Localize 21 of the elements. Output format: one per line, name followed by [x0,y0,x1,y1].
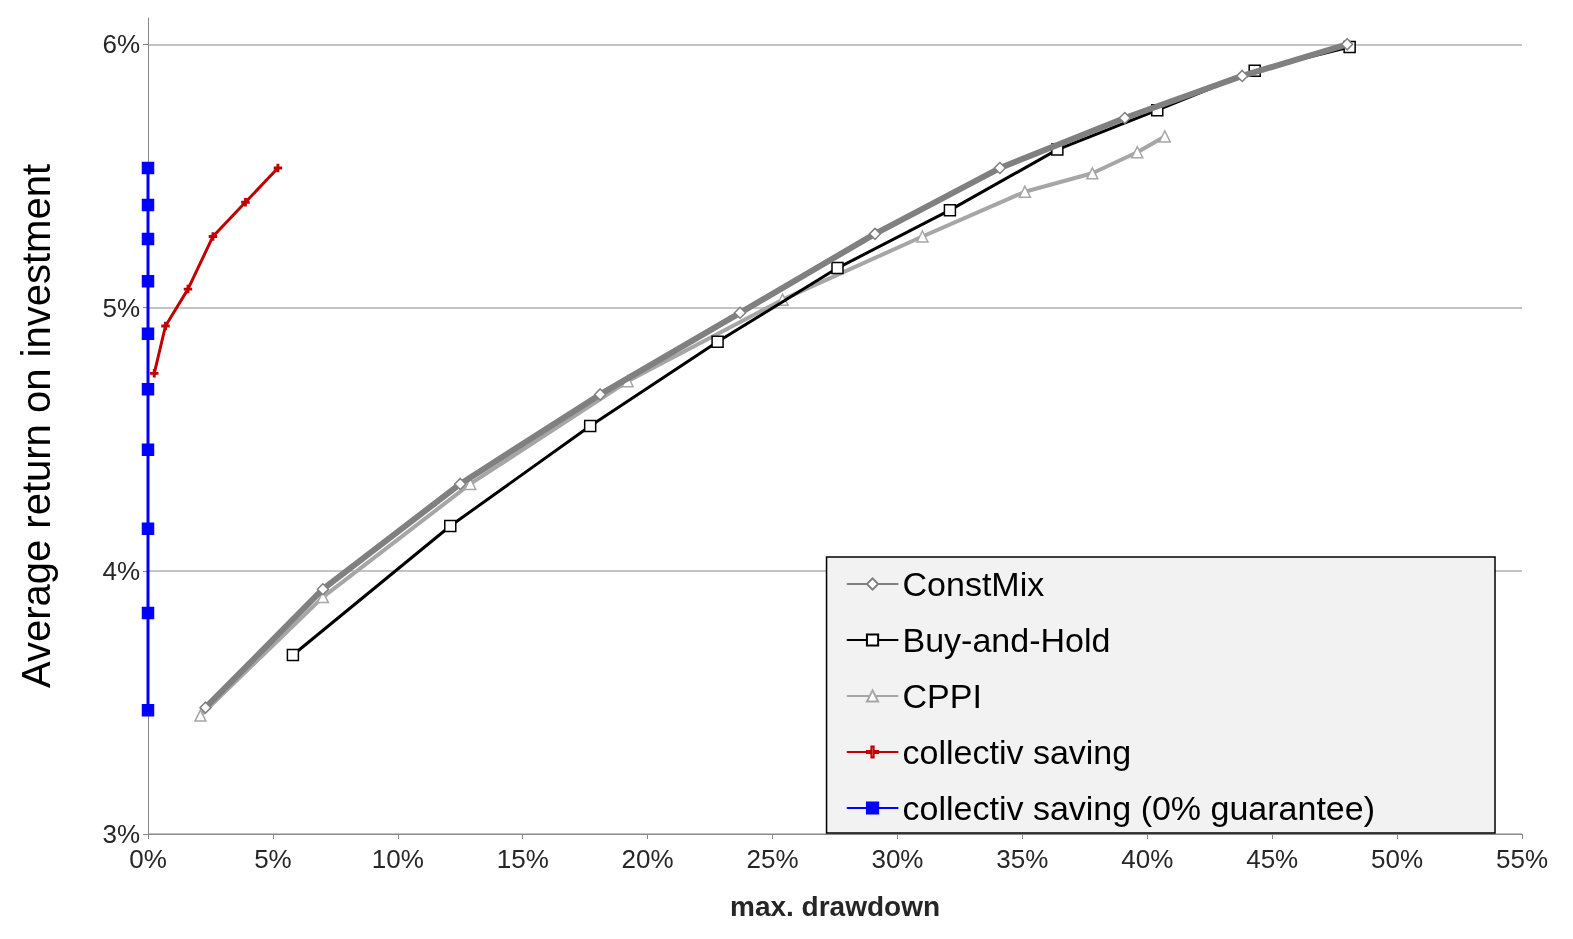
x-tick-label: 5% [254,844,292,874]
x-tick-label: 10% [371,844,424,874]
legend-label: collectiv saving [902,733,1132,771]
x-axis-title: max. drawdown [729,890,941,922]
x-tick-label: 50% [1371,844,1424,874]
x-tick-label: 30% [871,844,924,874]
x-tick-label: 35% [996,844,1049,874]
y-tick-label: 5% [102,292,140,323]
legend-label: Buy-and-Hold [902,621,1111,659]
legend-label: CPPI [902,677,982,715]
legend-label: collectiv saving (0% guarantee) [902,789,1375,827]
x-tick-label: 40% [1121,844,1174,874]
x-tick-label: 15% [496,844,549,874]
x-tick-label: 55% [1495,844,1549,874]
y-axis-title: Average return on investment [14,163,58,689]
x-tick-label: 25% [746,844,799,874]
y-tick-label: 6% [102,29,140,60]
x-tick-label: 45% [1246,844,1299,874]
y-tick-label: 4% [102,555,140,586]
legend-label: ConstMix [902,565,1045,603]
x-tick-label: 20% [621,844,674,874]
